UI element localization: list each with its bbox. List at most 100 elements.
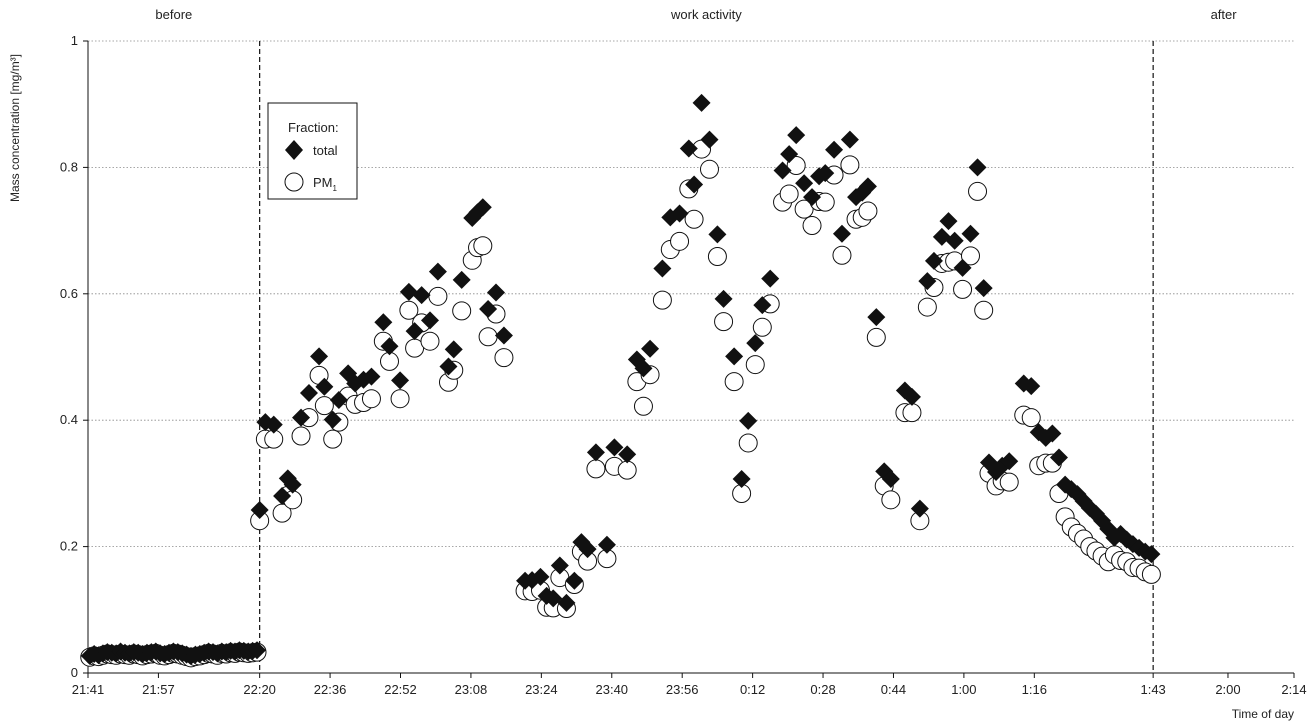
data-point-total: [910, 499, 929, 518]
data-point-total: [974, 279, 993, 298]
data-point-total: [692, 93, 711, 112]
data-point-pm1: [684, 209, 704, 229]
phase-label: before: [155, 7, 192, 22]
data-point-pm1: [420, 331, 440, 351]
data-point-total: [557, 593, 576, 612]
x-tick-label: 23:56: [666, 682, 699, 697]
data-point-total: [618, 445, 637, 464]
data-point-total: [273, 487, 292, 506]
data-point-total: [945, 231, 964, 250]
x-tick-label: 21:41: [72, 682, 105, 697]
data-point-total: [708, 225, 727, 244]
data-point-total: [739, 411, 758, 430]
data-point-total: [825, 140, 844, 159]
data-point-pm1: [399, 300, 419, 320]
data-point-total: [746, 334, 765, 353]
data-point-pm1: [323, 429, 343, 449]
data-point-pm1: [786, 156, 806, 176]
data-point-total: [565, 571, 584, 590]
x-tick-label: 2:00: [1215, 682, 1240, 697]
data-point-total: [679, 139, 698, 158]
data-point-total: [761, 269, 780, 288]
data-point-pm1: [291, 426, 311, 446]
data-point-total: [780, 145, 799, 164]
data-point-total: [597, 535, 616, 554]
x-tick-label: 0:28: [810, 682, 835, 697]
data-point-total: [444, 340, 463, 359]
data-point-total: [374, 313, 393, 332]
data-point-pm1: [478, 327, 498, 347]
data-point-pm1: [752, 317, 772, 337]
data-point-pm1: [840, 155, 860, 175]
data-point-pm1: [968, 181, 988, 201]
legend: Fraction: total PM1: [267, 102, 358, 200]
data-point-pm1: [738, 433, 758, 453]
x-tick-label: 22:36: [314, 682, 347, 697]
data-point-total: [578, 540, 597, 559]
data-point-pm1: [881, 490, 901, 510]
data-point-total: [1022, 377, 1041, 396]
data-point-pm1: [452, 301, 472, 321]
y-tick-label: 0.6: [60, 286, 78, 301]
data-point-total: [641, 339, 660, 358]
data-point-total: [264, 415, 283, 434]
y-axis-title: Mass concentration [mg/m³]: [8, 54, 22, 202]
data-point-total: [586, 443, 605, 462]
data-point-pm1: [866, 327, 886, 347]
data-point-pm1: [617, 460, 637, 480]
data-point-total: [329, 390, 348, 409]
phase-label: after: [1211, 7, 1238, 22]
data-point-pm1: [953, 279, 973, 299]
data-point-total: [858, 177, 877, 196]
x-tick-label: 0:12: [740, 682, 765, 697]
x-tick-label: 22:20: [243, 682, 276, 697]
legend-box: [267, 102, 358, 200]
data-point-pm1: [586, 459, 606, 479]
data-point-total: [714, 289, 733, 308]
data-point-total: [439, 357, 458, 376]
data-point-total: [1142, 545, 1161, 564]
series-total: [80, 93, 1161, 665]
data-point-total: [1000, 452, 1019, 471]
data-point-total: [292, 408, 311, 427]
data-point-total: [968, 158, 987, 177]
data-point-total: [452, 270, 471, 289]
data-point-total: [479, 299, 498, 318]
data-point-total: [299, 384, 318, 403]
data-point-total: [773, 161, 792, 180]
x-axis-title: Time of day: [1232, 707, 1294, 721]
legend-title: Fraction:: [288, 120, 339, 135]
data-point-pm1: [902, 403, 922, 423]
data-point-total: [323, 410, 342, 429]
data-point-total: [248, 641, 267, 660]
data-point-pm1: [832, 245, 852, 265]
data-point-pm1: [473, 236, 493, 256]
data-point-total: [310, 347, 329, 366]
data-point-total: [840, 130, 859, 149]
data-point-total: [653, 259, 672, 278]
y-tick-label: 0.4: [60, 412, 78, 427]
data-point-total: [902, 387, 921, 406]
x-tick-label: 23:08: [455, 682, 488, 697]
y-tick-label: 0: [71, 665, 78, 680]
data-point-total: [725, 347, 744, 366]
data-point-pm1: [314, 396, 334, 416]
y-tick-label: 0.8: [60, 159, 78, 174]
data-point-total: [953, 258, 972, 277]
data-point-pm1: [779, 184, 799, 204]
data-point-pm1: [724, 372, 744, 392]
data-point-total: [816, 164, 835, 183]
x-tick-label: 2:14: [1281, 682, 1306, 697]
phase-markers: before work activity after: [155, 7, 1237, 673]
x-tick-label: 23:40: [596, 682, 629, 697]
x-tick-label: 22:52: [384, 682, 417, 697]
data-point-total: [795, 174, 814, 193]
data-point-total: [428, 262, 447, 281]
legend-pm1-label: PM1: [313, 175, 338, 193]
data-point-total: [803, 188, 822, 207]
data-point-pm1: [960, 246, 980, 266]
data-point-pm1: [699, 159, 719, 179]
phase-label: work activity: [670, 7, 742, 22]
